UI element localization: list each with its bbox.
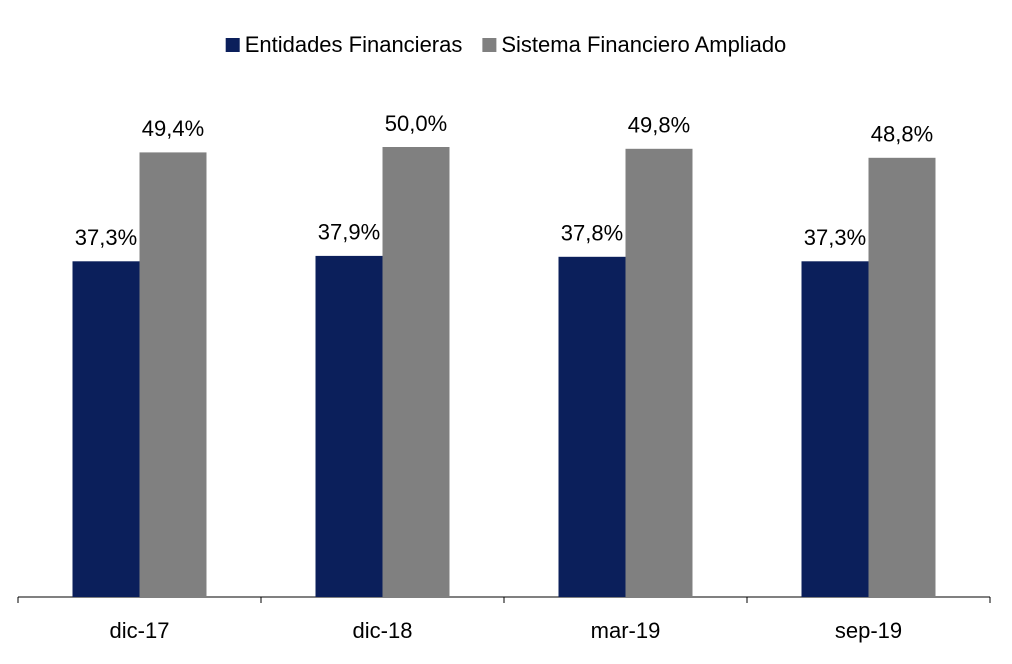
- value-label: 49,8%: [628, 113, 690, 138]
- legend-label: Entidades Financieras: [245, 32, 463, 57]
- bar: [801, 261, 869, 597]
- legend-swatch: [225, 38, 240, 52]
- value-label: 37,8%: [561, 221, 623, 246]
- bar: [558, 256, 626, 597]
- bar: [868, 157, 936, 598]
- x-tick-label: mar-19: [591, 618, 661, 643]
- legend-label: Sistema Financiero Ampliado: [501, 32, 786, 57]
- bar: [139, 152, 207, 597]
- x-tick-label: dic-17: [110, 618, 170, 643]
- bar: [625, 148, 693, 598]
- value-label: 37,3%: [804, 225, 866, 250]
- x-tick-label: sep-19: [835, 618, 902, 643]
- bar: [72, 261, 140, 597]
- value-label: 37,3%: [75, 225, 137, 250]
- bar: [382, 147, 450, 597]
- legend-swatch: [482, 38, 497, 52]
- value-label: 37,9%: [318, 220, 380, 245]
- bar: [315, 255, 383, 597]
- value-label: 50,0%: [385, 111, 447, 136]
- x-tick-label: dic-18: [353, 618, 413, 643]
- value-label: 48,8%: [871, 122, 933, 147]
- value-label: 49,4%: [142, 116, 204, 141]
